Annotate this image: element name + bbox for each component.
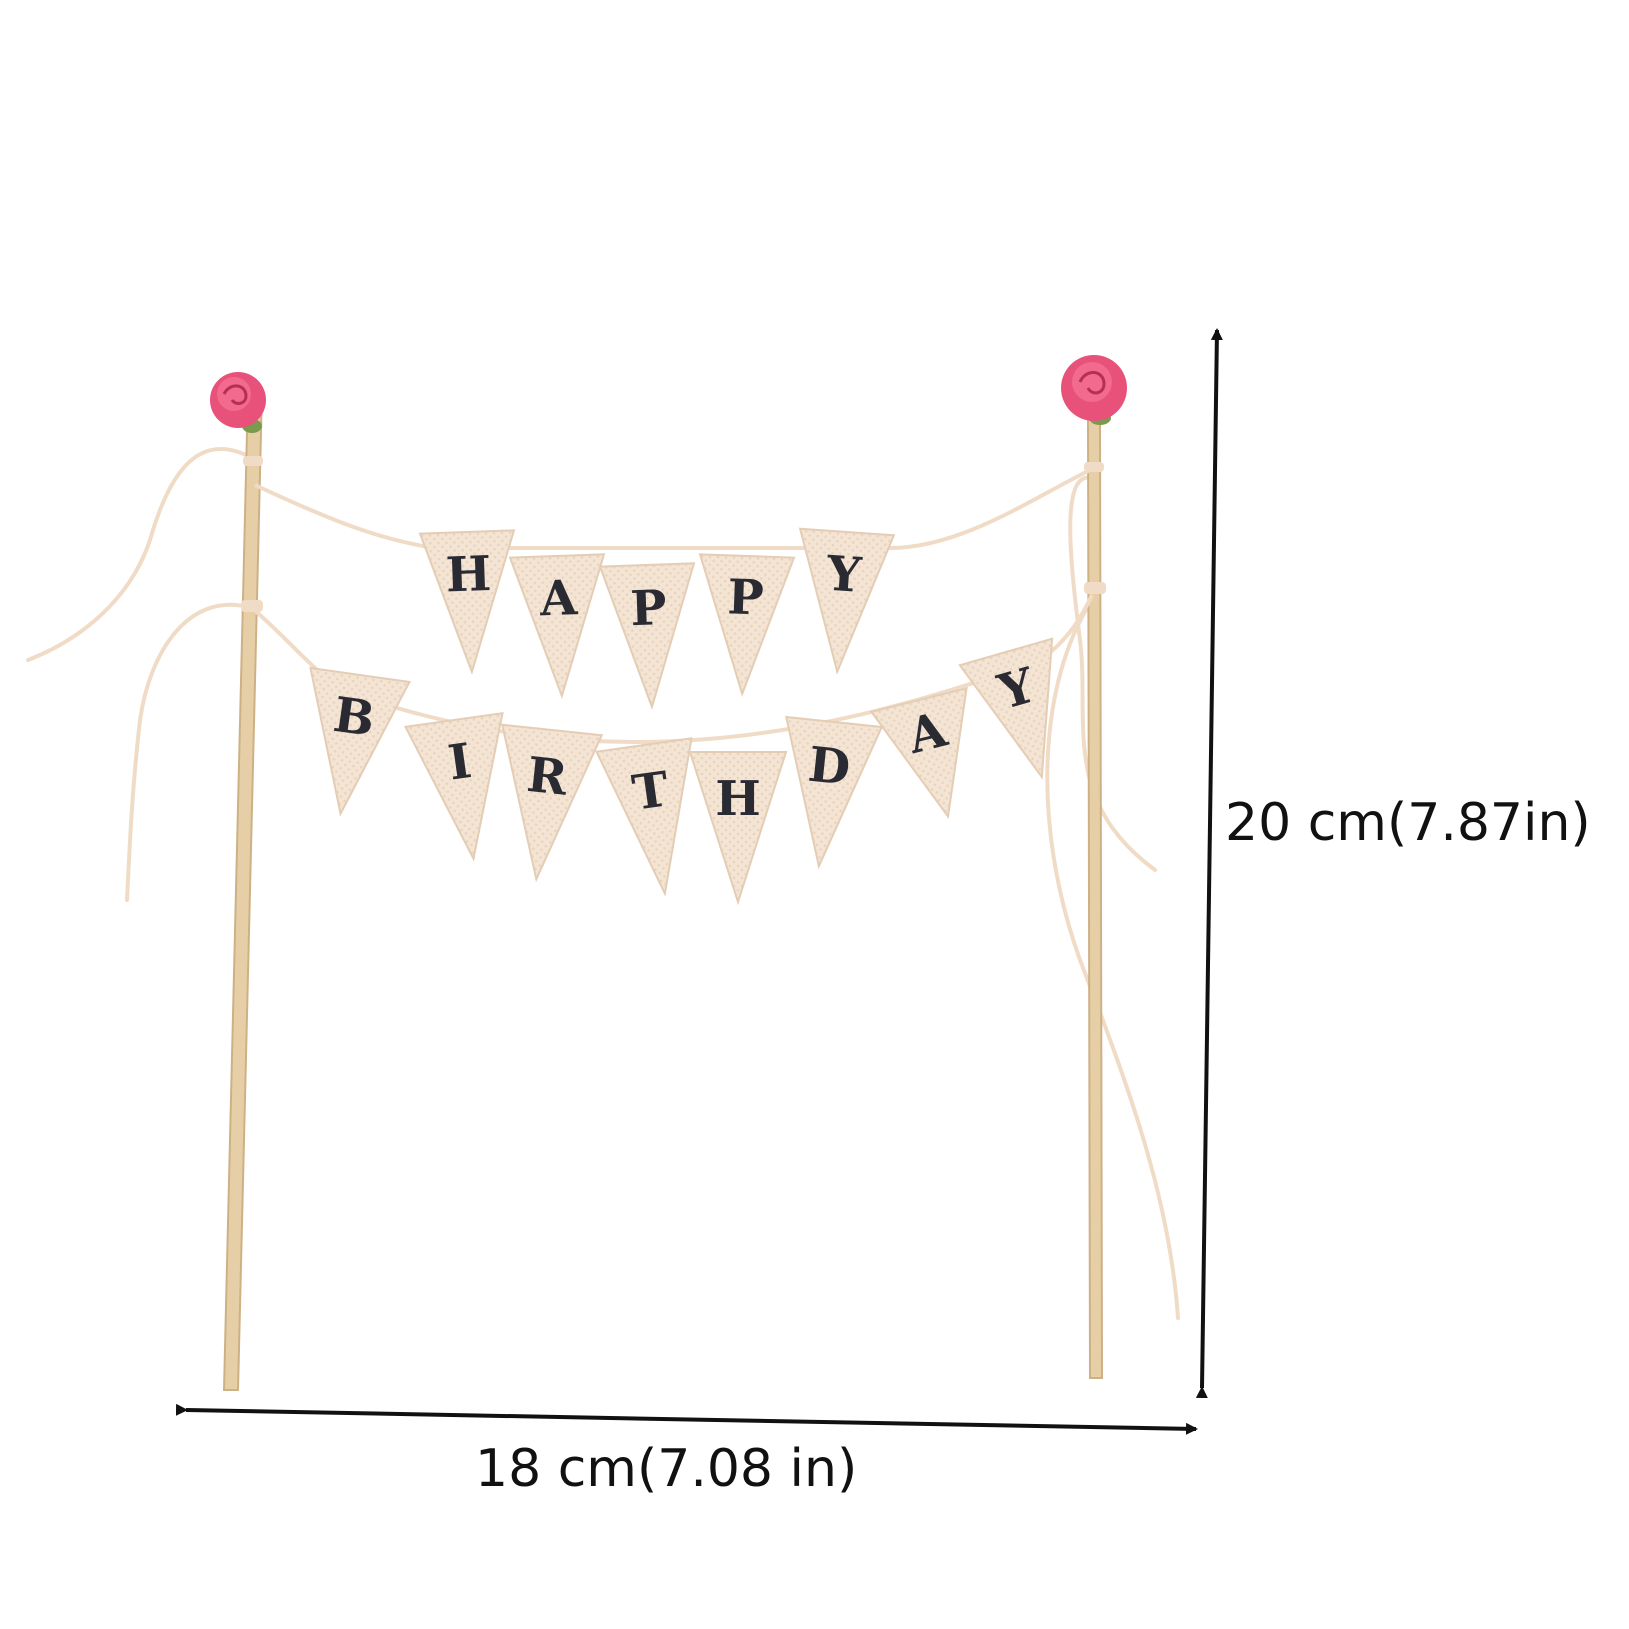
bottom-pennant-6: D (784, 715, 884, 870)
bottom-pennant-4: T (594, 737, 693, 897)
bottom-pennant-7: A (869, 686, 968, 820)
pennant-flag (500, 723, 604, 883)
height-dimension-arrow (1195, 328, 1223, 1399)
pennant-letter: H (715, 771, 760, 827)
pennant-letter: B (330, 687, 378, 748)
height-dimension-label: 20 cm(7.87in) (1225, 793, 1591, 853)
pennant-flag (418, 529, 516, 676)
pennant-letter: D (806, 737, 853, 797)
left-stick (222, 389, 264, 1391)
pennant-letter: R (524, 747, 571, 807)
pennant-flag (958, 637, 1054, 780)
top-pennant-3: P (598, 562, 696, 711)
pennant-flag (594, 737, 693, 897)
left-stick-knot-top (243, 456, 263, 466)
pennant-letter: T (629, 761, 672, 821)
pennant-flag (698, 553, 796, 698)
pennant-flag (508, 553, 606, 700)
pennant-letter: P (727, 569, 765, 626)
width-dimension-label: 18 cm(7.08 in) (475, 1439, 858, 1499)
pennant-letter: A (538, 570, 579, 627)
top-pennant-2: A (508, 553, 606, 700)
pennant-flag (869, 686, 968, 820)
pennant-flag (784, 715, 884, 870)
pennant-flag (403, 711, 504, 862)
width-dimension-arrow (175, 1403, 1198, 1435)
right-stick (1086, 419, 1104, 1379)
left-top-twine-tail (26, 447, 254, 662)
top-pennant-1: H (418, 529, 516, 676)
right-twine-tail-2 (1045, 598, 1180, 1320)
right-twine-tail-1 (1068, 475, 1157, 872)
top-pennant-5: Y (798, 527, 896, 675)
pennant-flag (598, 562, 696, 711)
left-bottom-twine-tail (125, 602, 254, 902)
bottom-pennant-3: R (500, 723, 604, 883)
pennant-flag (798, 527, 896, 675)
top-string (254, 468, 1091, 550)
pennant-letter: P (630, 580, 668, 637)
pennant-letter: H (445, 546, 492, 604)
right-stick-knot-bottom (1084, 582, 1106, 594)
bottom-pennant-1: B (309, 666, 412, 817)
twine-tails (26, 447, 1180, 1320)
bottom-pennant-5: H (688, 751, 788, 906)
rose-icon (1061, 355, 1127, 425)
top-pennant-4: P (698, 553, 796, 698)
pennant-flag (309, 666, 412, 817)
rose-icon (210, 372, 266, 433)
pennant-flag (688, 751, 788, 906)
left-stick-knot-bottom (241, 600, 263, 612)
bottom-pennant-2: I (403, 711, 504, 862)
pennant-letter: Y (824, 545, 864, 603)
bottom-pennant-8: Y (958, 637, 1054, 780)
